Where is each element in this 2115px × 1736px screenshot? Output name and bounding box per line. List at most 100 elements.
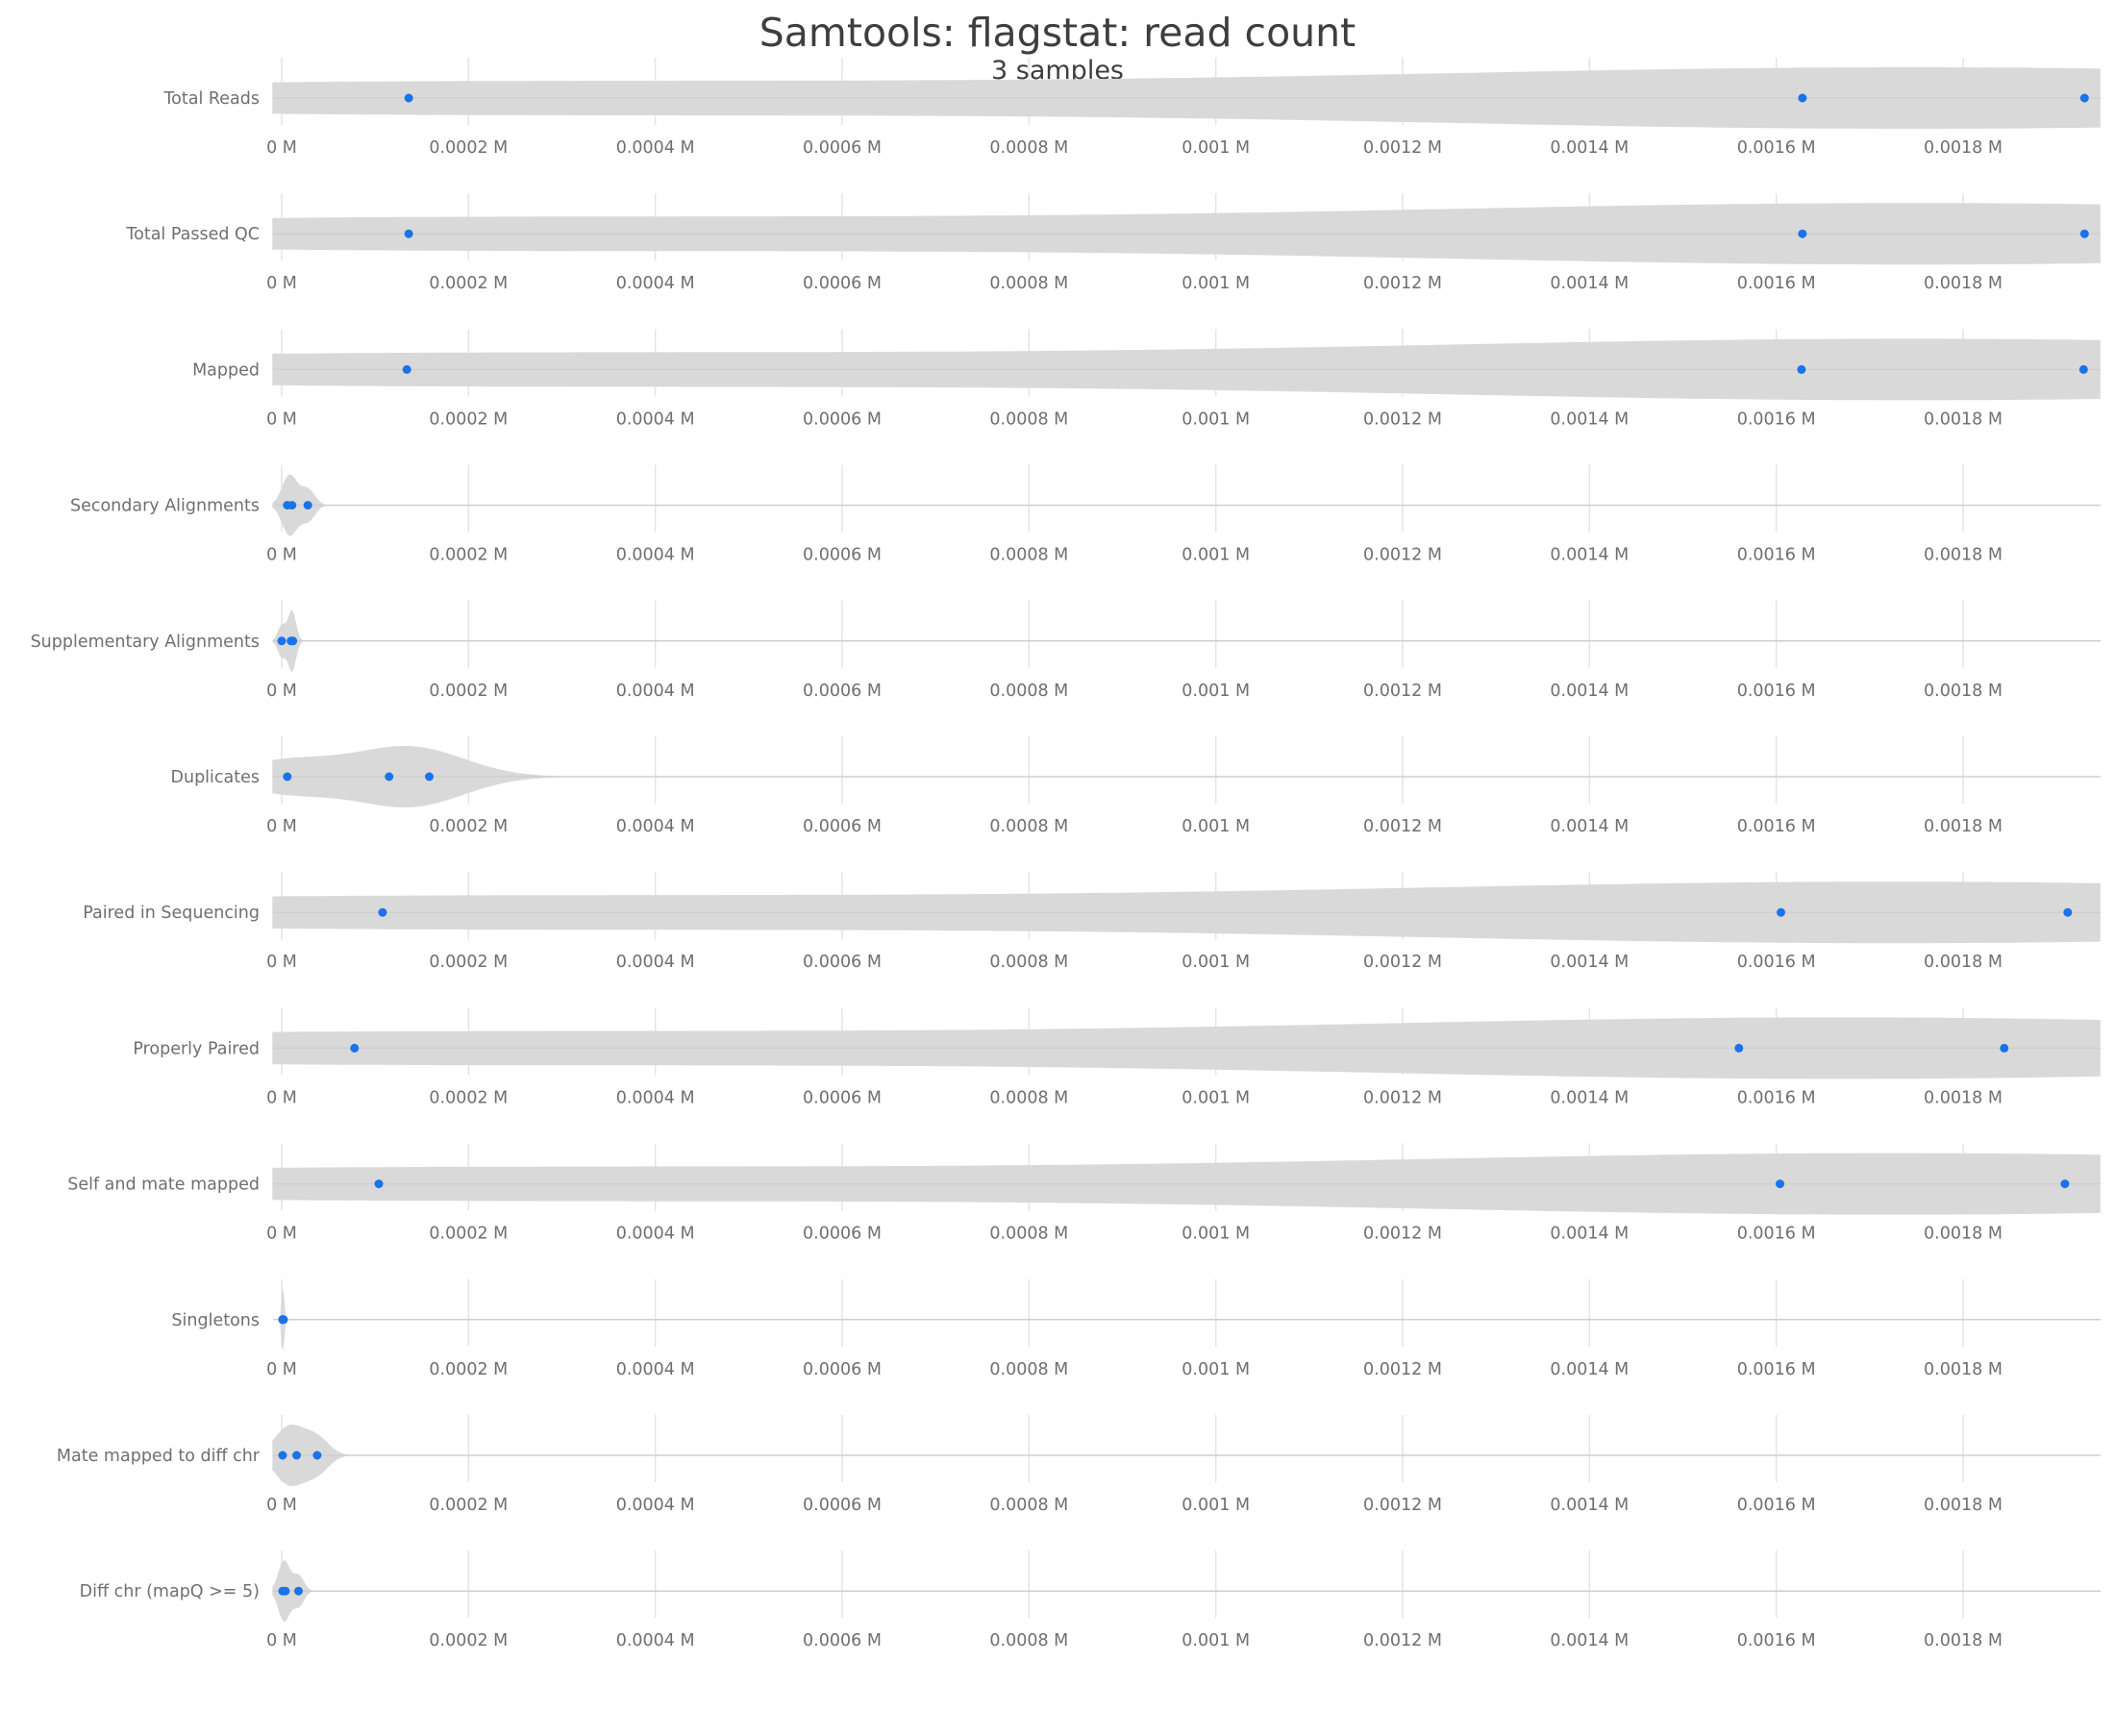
x-tick-label: 0 M <box>266 682 297 701</box>
data-point[interactable] <box>281 1586 290 1596</box>
x-tick-label: 0 M <box>266 409 297 429</box>
x-tick-label: 0.0012 M <box>1363 682 1442 701</box>
x-tick-label: 0.0002 M <box>429 546 508 565</box>
x-tick-label: 0.0006 M <box>803 1225 882 1244</box>
row-label: Properly Paired <box>133 1039 260 1058</box>
chart-title: Samtools: flagstat: read count <box>759 10 1356 56</box>
x-tick-label: 0.0004 M <box>616 546 695 565</box>
x-tick-label: 0.0018 M <box>1924 409 2003 429</box>
x-tick-label: 0.0002 M <box>429 1225 508 1244</box>
x-tick-label: 0.0004 M <box>616 817 695 836</box>
x-tick-label: 0.0014 M <box>1550 138 1629 158</box>
x-tick-label: 0.0008 M <box>989 682 1068 701</box>
x-tick-label: 0.0008 M <box>989 817 1068 836</box>
x-tick-label: 0.0002 M <box>429 1496 508 1515</box>
x-tick-label: 0.0014 M <box>1550 1360 1629 1379</box>
x-tick-label: 0.0016 M <box>1737 546 1816 565</box>
data-point[interactable] <box>1734 1043 1744 1053</box>
row-label: Total Reads <box>162 89 260 109</box>
data-point[interactable] <box>2063 907 2073 917</box>
data-point[interactable] <box>1776 1179 1785 1189</box>
x-tick-label: 0.001 M <box>1182 1631 1250 1650</box>
x-tick-label: 0.0012 M <box>1363 409 1442 429</box>
x-tick-label: 0.0018 M <box>1924 274 2003 293</box>
row-label: Total Passed QC <box>125 225 260 244</box>
data-point[interactable] <box>378 907 387 917</box>
data-point[interactable] <box>287 501 297 510</box>
data-point[interactable] <box>1798 93 1807 103</box>
x-tick-label: 0.0008 M <box>989 1360 1068 1379</box>
x-tick-label: 0 M <box>266 1088 297 1107</box>
x-tick-label: 0.0004 M <box>616 1225 695 1244</box>
x-tick-label: 0.0018 M <box>1924 1088 2003 1107</box>
x-tick-label: 0.0018 M <box>1924 682 2003 701</box>
x-tick-label: 0.0002 M <box>429 1360 508 1379</box>
data-point[interactable] <box>288 636 298 646</box>
x-tick-label: 0.0012 M <box>1363 953 1442 972</box>
data-point[interactable] <box>2000 1043 2009 1053</box>
x-tick-label: 0.001 M <box>1182 409 1250 429</box>
x-tick-label: 0.0016 M <box>1737 409 1816 429</box>
row-label: Singletons <box>171 1311 260 1330</box>
row-label: Paired in Sequencing <box>83 904 260 923</box>
x-tick-label: 0.0002 M <box>429 817 508 836</box>
x-tick-label: 0.0012 M <box>1363 1088 1442 1107</box>
data-point[interactable] <box>385 772 394 781</box>
x-tick-label: 0.0006 M <box>803 953 882 972</box>
x-tick-label: 0.0016 M <box>1737 1225 1816 1244</box>
data-point[interactable] <box>1777 907 1786 917</box>
x-tick-label: 0.0018 M <box>1924 138 2003 158</box>
data-point[interactable] <box>1798 229 1807 238</box>
x-tick-label: 0 M <box>266 1631 297 1650</box>
x-tick-label: 0.0016 M <box>1737 1088 1816 1107</box>
data-point[interactable] <box>404 229 413 238</box>
x-tick-label: 0 M <box>266 546 297 565</box>
x-tick-label: 0.001 M <box>1182 817 1250 836</box>
x-tick-label: 0.0004 M <box>616 1360 695 1379</box>
x-tick-label: 0.0014 M <box>1550 546 1629 565</box>
x-tick-label: 0.0018 M <box>1924 1496 2003 1515</box>
data-point[interactable] <box>2079 93 2089 103</box>
x-tick-label: 0.001 M <box>1182 953 1250 972</box>
x-tick-label: 0.0012 M <box>1363 1360 1442 1379</box>
x-tick-label: 0.0002 M <box>429 274 508 293</box>
data-point[interactable] <box>2078 364 2088 374</box>
x-tick-label: 0.0008 M <box>989 1631 1068 1650</box>
data-point[interactable] <box>293 1586 303 1596</box>
data-point[interactable] <box>2060 1179 2070 1189</box>
data-point[interactable] <box>283 772 292 781</box>
x-tick-label: 0.0016 M <box>1737 817 1816 836</box>
x-tick-label: 0.0016 M <box>1737 274 1816 293</box>
x-tick-label: 0.0002 M <box>429 138 508 158</box>
x-tick-label: 0.001 M <box>1182 682 1250 701</box>
x-tick-label: 0.0006 M <box>803 409 882 429</box>
x-tick-label: 0.001 M <box>1182 1088 1250 1107</box>
data-point[interactable] <box>277 636 286 646</box>
data-point[interactable] <box>312 1451 322 1460</box>
data-point[interactable] <box>1797 364 1806 374</box>
data-point[interactable] <box>303 501 312 510</box>
x-tick-label: 0.0018 M <box>1924 1631 2003 1650</box>
x-tick-label: 0.0004 M <box>616 274 695 293</box>
data-point[interactable] <box>402 364 411 374</box>
x-tick-label: 0.0008 M <box>989 274 1068 293</box>
data-point[interactable] <box>374 1179 384 1189</box>
x-tick-label: 0.001 M <box>1182 274 1250 293</box>
row-label: Mate mapped to diff chr <box>57 1447 261 1466</box>
x-tick-label: 0.0016 M <box>1737 953 1816 972</box>
data-point[interactable] <box>2079 229 2089 238</box>
x-tick-label: 0.0004 M <box>616 1088 695 1107</box>
x-tick-label: 0.0004 M <box>616 953 695 972</box>
data-point[interactable] <box>278 1451 287 1460</box>
x-tick-label: 0.0018 M <box>1924 953 2003 972</box>
data-point[interactable] <box>279 1315 288 1325</box>
x-tick-label: 0.0002 M <box>429 409 508 429</box>
data-point[interactable] <box>292 1451 302 1460</box>
data-point[interactable] <box>425 772 435 781</box>
x-tick-label: 0.0008 M <box>989 546 1068 565</box>
x-tick-label: 0.0006 M <box>803 1088 882 1107</box>
data-point[interactable] <box>350 1043 360 1053</box>
x-tick-label: 0 M <box>266 1225 297 1244</box>
x-tick-label: 0.0008 M <box>989 1496 1068 1515</box>
data-point[interactable] <box>404 93 413 103</box>
